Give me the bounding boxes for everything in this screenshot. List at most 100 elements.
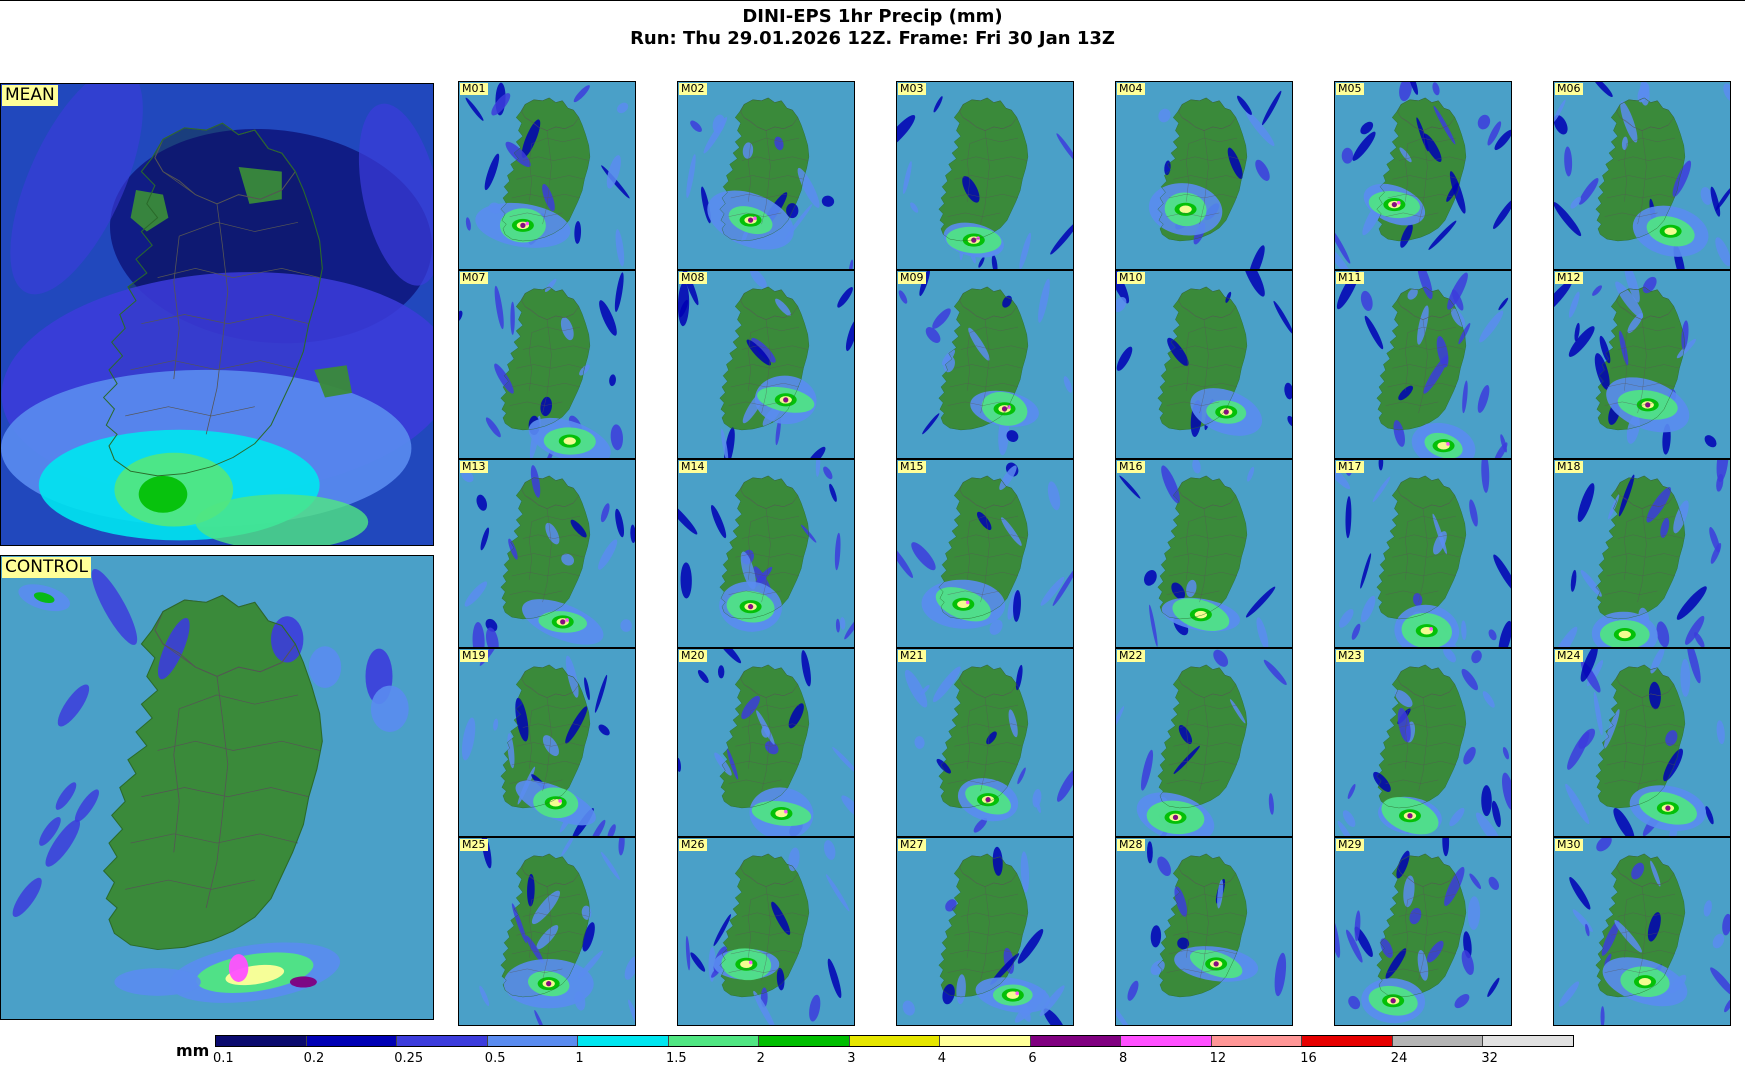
precip-blob: [1664, 227, 1677, 235]
precip-blob: [594, 674, 608, 713]
precip-blob: [1585, 923, 1590, 937]
member-panel-m07-label: M07: [460, 271, 488, 285]
county-borders: [947, 117, 1027, 225]
precip-blob: [1013, 590, 1021, 622]
precip-blob: [527, 873, 535, 907]
map-svg: [1335, 82, 1511, 269]
precip-blob: [1498, 297, 1509, 311]
ireland-landmass: [1595, 97, 1685, 241]
precip-blob: [494, 363, 514, 394]
precip-blob: [1469, 873, 1482, 890]
precip-blob: [1360, 290, 1373, 311]
precip-blob: [746, 339, 771, 366]
map-svg: [1116, 649, 1292, 836]
precip-blob: [1433, 105, 1456, 145]
member-panel-m24-label: M24: [1555, 649, 1583, 663]
precip-blob: [1601, 920, 1620, 956]
precip-blob: [614, 272, 624, 312]
precip-blob: [1007, 405, 1011, 409]
precip-blob: [1335, 916, 1341, 958]
precip-blob: [1704, 435, 1717, 448]
ireland-landmass: [1376, 286, 1466, 430]
precip-blob: [618, 838, 625, 856]
precip-blob: [563, 437, 576, 445]
member-panel-m03-label: M03: [898, 82, 926, 96]
precip-blob: [1686, 649, 1701, 684]
ireland-landmass: [938, 664, 1028, 808]
county-borders: [1166, 873, 1246, 981]
precip-blob: [1393, 420, 1405, 447]
precip-blob: [1056, 133, 1073, 164]
precip-blob: [628, 999, 635, 1025]
coastline: [1376, 286, 1467, 431]
member-panel-m06-label: M06: [1555, 82, 1583, 96]
precip-blob: [690, 952, 706, 972]
precip-blob: [1149, 604, 1158, 647]
precip-blob: [1287, 415, 1292, 427]
precip-blob: [1665, 730, 1678, 746]
member-panel-m12: M12: [1553, 270, 1731, 459]
county-borders: [125, 171, 320, 435]
county-borders: [1385, 873, 1465, 981]
coastline: [1376, 664, 1467, 809]
precip-blob: [1006, 430, 1019, 443]
member-panel-m19-label: M19: [460, 649, 488, 663]
precip-blob: [1341, 147, 1354, 164]
precip-blob: [590, 819, 606, 836]
precip-blob: [747, 217, 754, 223]
precip-blob: [1614, 920, 1643, 953]
precip-blob: [1574, 322, 1580, 342]
precip-blob: [1255, 159, 1270, 181]
precip-blob: [771, 901, 791, 935]
precip-blob: [599, 300, 617, 336]
precip-blob: [91, 568, 138, 645]
colorbar-tick-label: 1: [575, 1051, 584, 1066]
precip-blob: [968, 327, 990, 361]
precip-blob: [1342, 810, 1356, 828]
precip-blob: [1580, 570, 1602, 597]
precip-blob: [1364, 315, 1384, 350]
precip-blob: [1482, 691, 1495, 708]
precip-blob: [1119, 475, 1141, 499]
precip-blob: [1461, 668, 1479, 691]
map-svg: [897, 460, 1073, 647]
precip-blob: [1494, 129, 1511, 151]
member-panel-m27: M27: [896, 837, 1074, 1026]
coastline: [719, 475, 810, 620]
map-svg: [1, 84, 433, 545]
precip-blob: [606, 155, 621, 189]
precip-blob: [1002, 295, 1012, 308]
precip-blob: [1436, 335, 1449, 368]
precip-blob: [897, 114, 916, 149]
member-panel-m26-label: M26: [679, 838, 707, 852]
member-panel-m30-label: M30: [1555, 838, 1583, 852]
precip-blob: [902, 1000, 915, 1016]
precip-blob: [797, 167, 820, 208]
member-panel-m03: M03: [896, 81, 1074, 270]
precip-blob: [910, 202, 919, 213]
precip-blob: [1493, 554, 1511, 593]
member-panel-m27-label: M27: [898, 838, 926, 852]
precip-blob: [1488, 876, 1500, 890]
precip-blob: [574, 220, 582, 244]
precip-blob: [748, 960, 753, 965]
colorbar-tick-label: 0.1: [213, 1051, 234, 1066]
map-svg: [678, 82, 854, 269]
precip-blob: [712, 114, 725, 134]
precip-blob: [544, 278, 557, 292]
member-panel-m20-label: M20: [679, 649, 707, 663]
precip-blob: [1467, 896, 1481, 930]
county-borders: [728, 117, 808, 225]
precip-blob: [1052, 566, 1073, 607]
map-svg: [1, 556, 433, 1019]
precip-blob: [1645, 402, 1651, 408]
precip-blob: [1469, 499, 1478, 527]
precip-blob: [775, 298, 791, 316]
county-borders: [1385, 684, 1465, 792]
precip-blob: [1360, 553, 1372, 589]
precip-blob: [1385, 948, 1407, 979]
precip-blob: [1618, 630, 1631, 639]
precip-blob: [985, 797, 991, 803]
precip-blob: [1346, 929, 1363, 963]
precip-blob: [710, 505, 727, 539]
